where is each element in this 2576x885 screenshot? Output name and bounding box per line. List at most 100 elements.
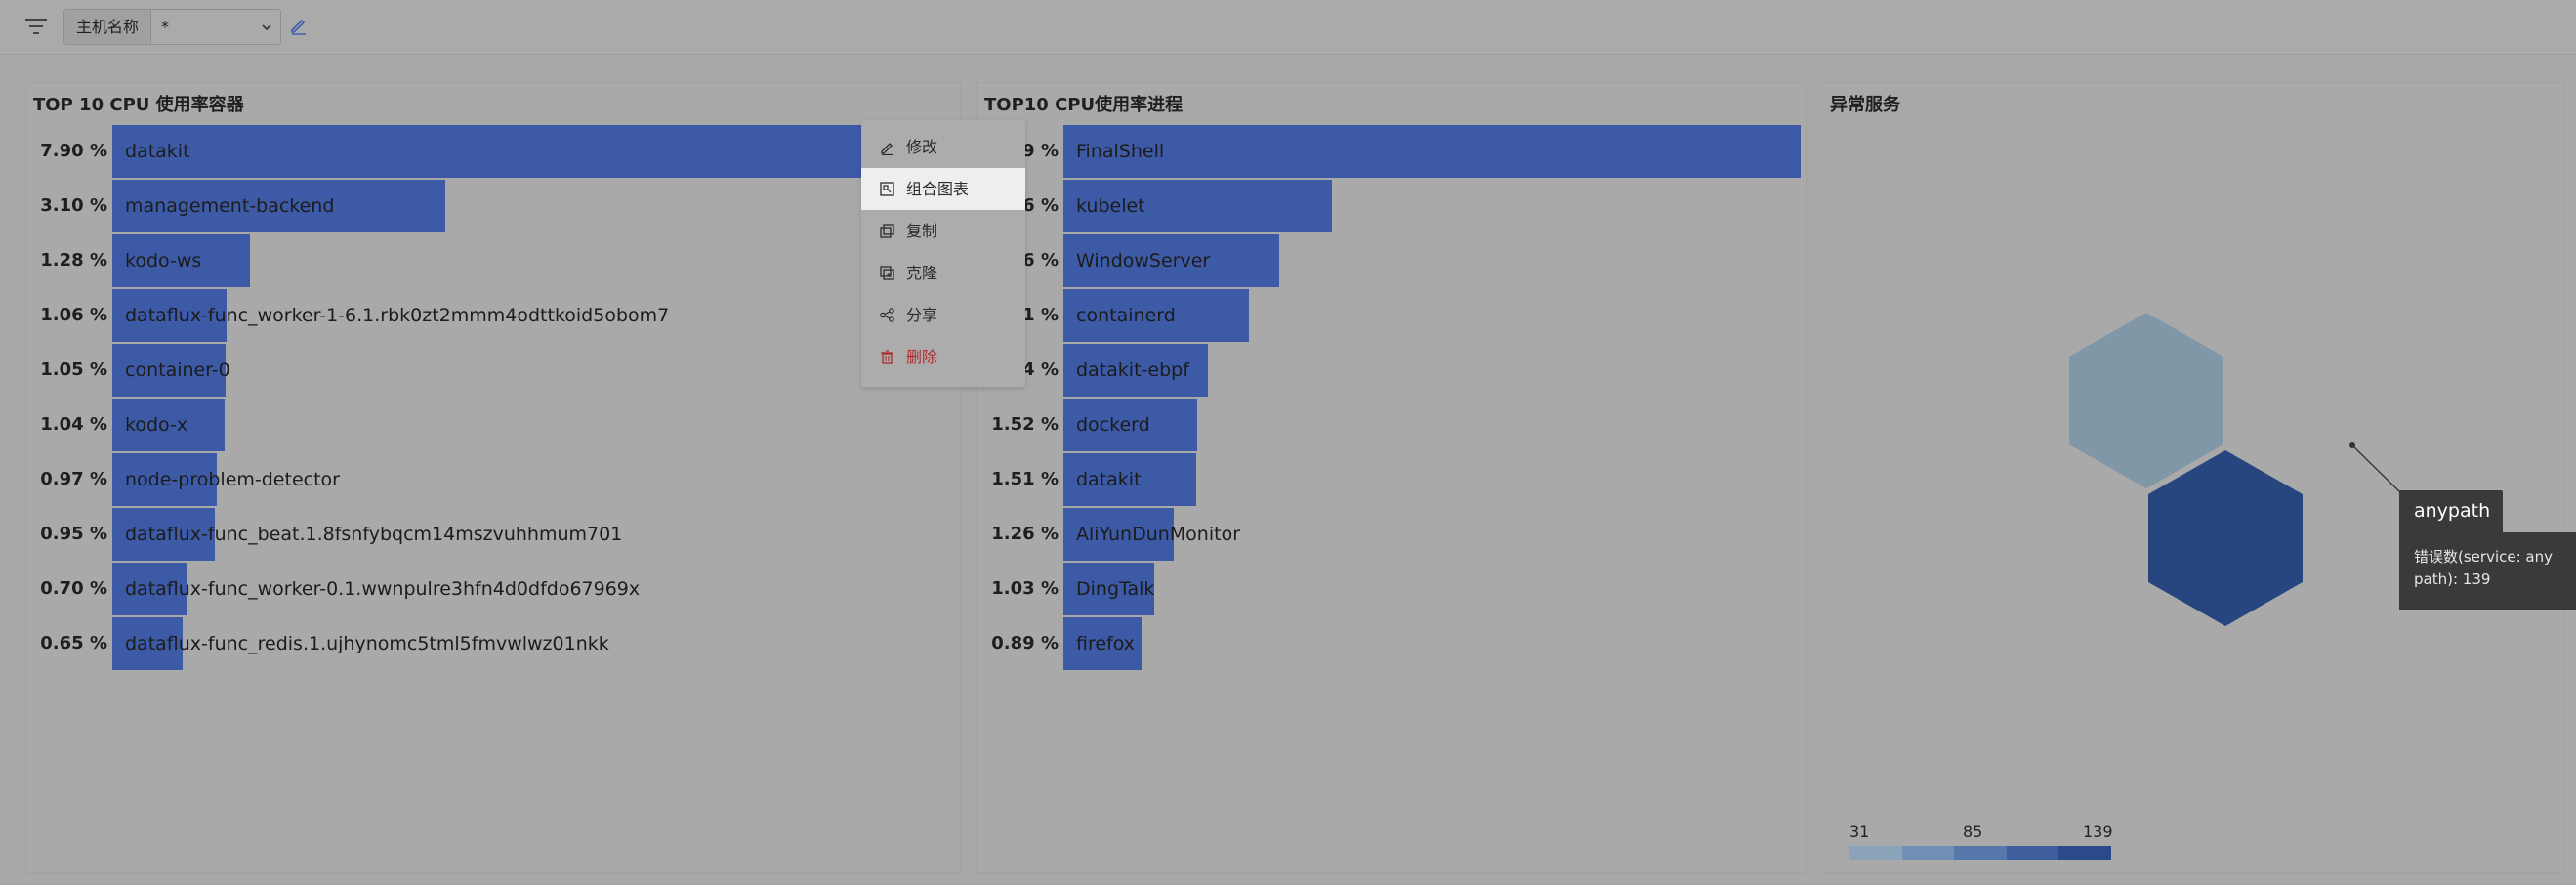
share-icon	[880, 308, 894, 322]
bar-label: FinalShell	[1076, 141, 1165, 162]
bar-label: dataflux-func_worker-0.1.wwnpulre3hfn4d0…	[125, 578, 641, 600]
bar-value-box: 1.06 %	[26, 289, 107, 342]
bar-label: dockerd	[1076, 414, 1150, 436]
edit-icon	[881, 143, 893, 155]
bar-fill	[112, 399, 225, 451]
bar-label: firefox	[1076, 633, 1136, 654]
bar-label: container-0	[125, 359, 230, 381]
legend-swatch	[1849, 846, 1902, 860]
bar-label: dataflux-func_beat.1.8fsnfybqcm14mszvuhh…	[125, 524, 623, 545]
menu-item-label: 删除	[906, 348, 938, 366]
bar-value: 1.28 %	[40, 250, 107, 271]
filter-icon[interactable]	[23, 14, 49, 39]
bar-fill	[1063, 125, 1801, 178]
menu-item-copy[interactable]: 复制	[861, 210, 1025, 252]
bar-value-box: 6 %	[977, 180, 1059, 232]
bar-value: 9 %	[1022, 141, 1059, 161]
bar-value-box: 0.97 %	[26, 453, 107, 506]
panel-top-cpu-processes: TOP10 CPU使用率进程 9 % FinalShell 6 % kubelet 6 …	[976, 82, 1807, 873]
bar-fill	[112, 617, 183, 670]
panel-title: TOP 10 CPU 使用率容器	[33, 95, 244, 115]
bar-row[interactable]: 0.65 % dataflux-func_redis.1.ujhynomc5tml…	[26, 617, 960, 670]
bar-fill	[112, 563, 188, 615]
bar-fill	[1063, 617, 1143, 670]
bar-label: dataflux-func_worker-1-6.1.rbk0zt2mmm4od…	[125, 305, 670, 326]
bar-row[interactable]: 3.10 % management-backend	[26, 180, 960, 232]
bar-value: 1.26 %	[991, 524, 1059, 544]
bar-value: 6 %	[1022, 250, 1059, 271]
chevron-down-icon	[262, 24, 271, 31]
bar-row[interactable]: 1.06 % dataflux-func_worker-1-6.1.rbk0zt2…	[26, 289, 960, 342]
bar-value-box: 1.51 %	[977, 453, 1059, 506]
bar-fill	[1063, 508, 1175, 561]
bar-row[interactable]: 0.95 % dataflux-func_beat.1.8fsnfybqcm14m…	[26, 508, 960, 561]
bar-row[interactable]: 1.51 % datakit	[977, 453, 1806, 506]
menu-item-label: 克隆	[906, 264, 938, 282]
bar-label: dataflux-func_redis.1.ujhynomc5tml5fmvwl…	[125, 633, 609, 654]
bar-row[interactable]: 0.70 % dataflux-func_worker-0.1.wwnpulre3…	[26, 563, 960, 615]
panel-abnormal-services: 异常服务	[1822, 82, 2564, 873]
bar-row[interactable]: 1.52 % dockerd	[977, 399, 1806, 451]
legend-swatch	[2058, 846, 2111, 860]
bar-row[interactable]: 0.97 % node-problem-detector	[26, 453, 960, 506]
bar-label: datakit	[125, 141, 190, 162]
bar-row[interactable]: 4 % datakit-ebpf	[977, 344, 1806, 397]
menu-item-trash[interactable]: 删除	[861, 336, 1025, 378]
bar-value: 0.65 %	[40, 633, 107, 653]
combine-chart-icon	[880, 182, 894, 196]
bar-fill	[112, 234, 250, 287]
bar-label: datakit	[1076, 469, 1142, 490]
bar-value: 6 %	[1022, 195, 1059, 216]
edit-variable-icon[interactable]	[289, 16, 309, 35]
bar-value-box: 0.70 %	[26, 563, 107, 615]
bar-fill	[112, 180, 446, 232]
bar-value-box: 1.52 %	[977, 399, 1059, 451]
bar-row[interactable]: 1.05 % container-0	[26, 344, 960, 397]
bar-fill	[112, 125, 962, 178]
legend-swatch	[1954, 846, 2007, 860]
bar-row[interactable]: 0.89 % firefox	[977, 617, 1806, 670]
bar-value: 3.10 %	[40, 195, 107, 216]
bar-row[interactable]: 1.26 % AliYunDunMonitor	[977, 508, 1806, 561]
bar-value-box: 0.95 %	[26, 508, 107, 561]
panel-title: TOP10 CPU使用率进程	[984, 95, 1184, 115]
bar-value: 0.97 %	[40, 469, 107, 489]
menu-item-combine-chart[interactable]: 组合图表	[861, 168, 1025, 210]
menu-item-clone[interactable]: 克隆	[861, 252, 1025, 294]
bar-value-box: 6 %	[977, 234, 1059, 287]
bar-value-box: 1.05 %	[26, 344, 107, 397]
bar-row[interactable]: 1.04 % kodo-x	[26, 399, 960, 451]
trash-icon	[881, 350, 893, 364]
bar-value-box: 1.03 %	[977, 563, 1059, 615]
bar-label: node-problem-detector	[125, 469, 340, 490]
bar-value-box: 4 %	[977, 344, 1059, 397]
variable-select[interactable]: *	[151, 10, 281, 44]
bar-value: 4 %	[1022, 359, 1059, 380]
bar-row[interactable]: 1.28 % kodo-ws	[26, 234, 960, 287]
bar-value: 1 %	[1022, 305, 1059, 325]
tooltip-body: 错误数(service: any path): 139	[2399, 532, 2576, 610]
bar-value-box: 7.90 %	[26, 125, 107, 178]
bar-fill	[112, 508, 215, 561]
bar-row[interactable]: 1 % containerd	[977, 289, 1806, 342]
color-legend-bar	[1849, 846, 2111, 860]
bar-value: 1.03 %	[991, 578, 1059, 599]
menu-item-edit[interactable]: 修改	[861, 126, 1025, 168]
bar-row[interactable]: 7.90 % datakit	[26, 125, 962, 178]
bar-row[interactable]: 9 % FinalShell	[977, 125, 1806, 178]
copy-icon	[880, 224, 894, 238]
menu-item-share[interactable]: 分享	[861, 294, 1025, 336]
bar-value: 0.70 %	[40, 578, 107, 599]
menu-item-label: 分享	[906, 306, 938, 324]
bar-value: 0.95 %	[40, 524, 107, 544]
bar-label: kodo-x	[125, 414, 188, 436]
bar-fill	[112, 453, 217, 506]
bar-label: WindowServer	[1076, 250, 1211, 272]
host-variable-filter: 主机名称 *	[63, 9, 282, 45]
bar-row[interactable]: 6 % kubelet	[977, 180, 1806, 232]
bar-row[interactable]: 1.03 % DingTalk	[977, 563, 1806, 615]
bar-value: 0.89 %	[991, 633, 1059, 653]
legend-max: 139	[2083, 822, 2113, 841]
bar-value-box: 1 %	[977, 289, 1059, 342]
bar-row[interactable]: 6 % WindowServer	[977, 234, 1806, 287]
